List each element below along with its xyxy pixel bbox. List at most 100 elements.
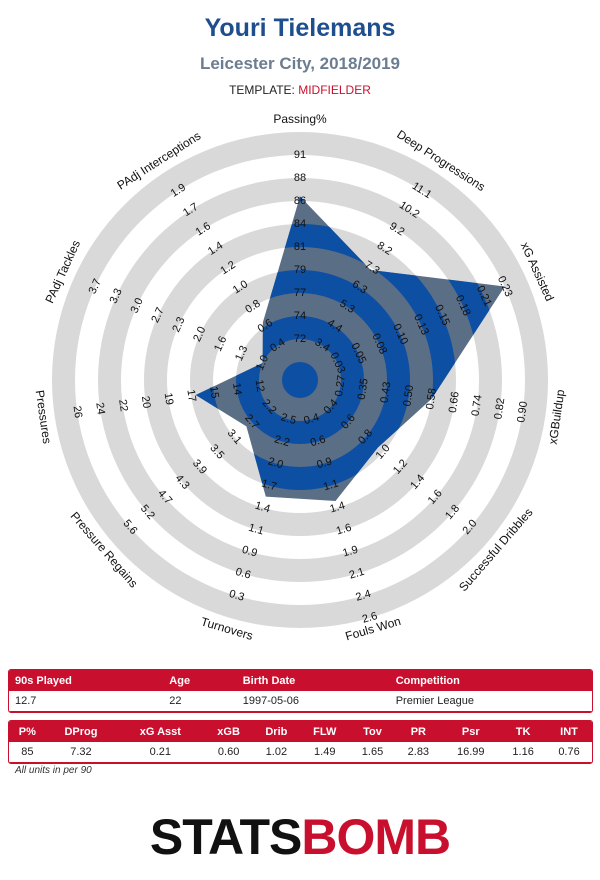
metric-header-9: TK <box>500 721 547 742</box>
tick-label-8-3: 17 <box>184 389 198 403</box>
template-value: MIDFIELDER <box>298 83 371 97</box>
tick-label-5-3: 1.1 <box>322 478 340 494</box>
radar-center <box>282 362 318 398</box>
statsbomb-logo: STATSBOMB <box>0 808 600 866</box>
axis-label-0: Passing% <box>273 112 327 126</box>
axis-label-3: xGBuildup <box>546 388 568 445</box>
tick-label-9-4: 2.3 <box>170 315 187 334</box>
metric-cell-2: 0.21 <box>116 742 205 763</box>
tick-label-9-5: 2.7 <box>149 306 166 325</box>
tick-label-8-2: 15 <box>207 385 221 399</box>
info-header-0: 90s Played <box>9 670 164 691</box>
tick-label-6-5: 1.1 <box>247 522 265 538</box>
tick-label-3-2: 0.43 <box>379 381 394 404</box>
info-cell-2: 1997-05-06 <box>236 691 390 712</box>
tick-label-6-1: 2.2 <box>273 433 291 449</box>
metric-header-5: FLW <box>299 721 350 742</box>
tick-label-6-7: 0.6 <box>234 566 252 582</box>
tick-label-0-1: 74 <box>294 310 306 322</box>
player-info-table: 90s Played Age Birth Date Competition 12.7 2… <box>8 669 593 713</box>
tick-label-5-0: 0.4 <box>303 411 321 427</box>
tick-label-3-3: 0.50 <box>401 384 416 407</box>
info-cell-0: 12.7 <box>9 691 164 712</box>
tick-label-5-9: 2.6 <box>361 610 379 626</box>
tick-label-9-6: 3.0 <box>129 296 146 315</box>
tick-label-5-4: 1.4 <box>328 500 346 516</box>
tick-label-8-0: 12 <box>253 379 267 393</box>
metric-header-7: PR <box>395 721 442 742</box>
axis-label-8: Pressures <box>33 389 55 444</box>
tick-label-9-8: 3.7 <box>87 277 104 296</box>
tick-label-0-6: 86 <box>294 195 306 207</box>
tick-label-8-1: 14 <box>230 382 244 396</box>
template-label: TEMPLATE: <box>229 83 295 97</box>
info-header-2: Birth Date <box>236 670 390 691</box>
info-header-3: Competition <box>389 670 592 691</box>
tick-label-0-0: 72 <box>294 333 306 345</box>
tick-label-5-6: 1.9 <box>341 544 359 560</box>
tick-label-0-8: 91 <box>294 149 306 161</box>
tick-label-0-7: 88 <box>294 172 306 184</box>
tick-label-9-2: 1.6 <box>212 334 229 353</box>
tick-label-5-7: 2.1 <box>348 566 366 582</box>
logo-stats: STATS <box>149 809 302 865</box>
metric-cell-1: 7.32 <box>45 742 117 763</box>
tick-label-6-6: 0.9 <box>241 544 259 560</box>
metric-cell-10: 0.76 <box>546 742 592 763</box>
tick-label-5-5: 1.6 <box>335 522 353 538</box>
tick-label-3-6: 0.74 <box>470 394 485 417</box>
tick-label-3-8: 0.90 <box>515 401 530 424</box>
units-note: All units in per 90 <box>15 765 92 776</box>
metric-header-8: Psr <box>441 721 501 742</box>
tick-label-3-4: 0.58 <box>424 387 439 410</box>
tick-label-6-8: 0.3 <box>228 588 246 604</box>
tick-label-3-1: 0.35 <box>356 378 371 401</box>
tick-label-0-5: 84 <box>294 218 306 230</box>
tick-label-9-0: 1.0 <box>254 353 271 372</box>
info-header-1: Age <box>163 670 237 691</box>
metric-cell-7: 2.83 <box>395 742 442 763</box>
tick-label-8-8: 26 <box>71 405 85 419</box>
metric-header-0: P% <box>9 721 46 742</box>
metric-header-3: xGB <box>204 721 253 742</box>
metric-header-10: INT <box>546 721 592 742</box>
tick-label-0-4: 81 <box>294 241 306 253</box>
metric-cell-9: 1.16 <box>500 742 547 763</box>
tick-label-5-2: 0.9 <box>315 455 333 471</box>
club-season: Leicester City, 2018/2019 <box>199 54 401 73</box>
metric-header-4: Drib <box>252 721 300 742</box>
info-cell-1: 22 <box>163 691 237 712</box>
metric-cell-3: 0.60 <box>204 742 253 763</box>
metrics-table: P% DProg xG Asst xGB Drib FLW Tov PR Psr TK INT 85… <box>8 720 593 764</box>
tick-label-0-3: 79 <box>294 264 306 276</box>
tick-label-6-0: 2.5 <box>279 411 297 427</box>
tick-label-0-2: 77 <box>294 287 306 299</box>
player-name: Youri Tielemans <box>204 14 396 42</box>
tick-label-3-0: 0.27 <box>333 374 348 397</box>
metric-header-2: xG Asst <box>116 721 205 742</box>
tick-label-6-2: 2.0 <box>266 455 284 471</box>
tick-label-8-7: 24 <box>93 402 107 416</box>
metric-header-6: Tov <box>349 721 396 742</box>
radar-chart: 727477798184868891Passing%3.44.45.36.37.… <box>33 112 568 643</box>
template-line: TEMPLATE: MIDFIELDER <box>0 83 600 97</box>
tick-label-6-4: 1.4 <box>254 500 272 516</box>
tick-label-9-1: 1.3 <box>233 344 250 363</box>
metric-cell-8: 16.99 <box>441 742 501 763</box>
metric-header-1: DProg <box>45 721 117 742</box>
tick-label-3-5: 0.66 <box>447 391 462 414</box>
tick-label-3-7: 0.82 <box>492 397 507 420</box>
tick-label-8-6: 22 <box>116 399 130 413</box>
tick-label-5-1: 0.6 <box>309 433 327 449</box>
tick-label-9-3: 2.0 <box>191 325 208 344</box>
logo-bomb: BOMB <box>301 809 451 865</box>
info-cell-3: Premier League <box>389 691 592 712</box>
tick-label-8-5: 20 <box>139 395 153 409</box>
tick-label-9-7: 3.3 <box>108 287 125 306</box>
radar-band-1 <box>236 316 364 444</box>
tick-label-6-3: 1.7 <box>260 478 278 494</box>
metric-cell-0: 85 <box>9 742 46 763</box>
metric-cell-5: 1.49 <box>299 742 350 763</box>
tick-label-8-4: 19 <box>162 392 176 406</box>
metric-cell-4: 1.02 <box>252 742 300 763</box>
